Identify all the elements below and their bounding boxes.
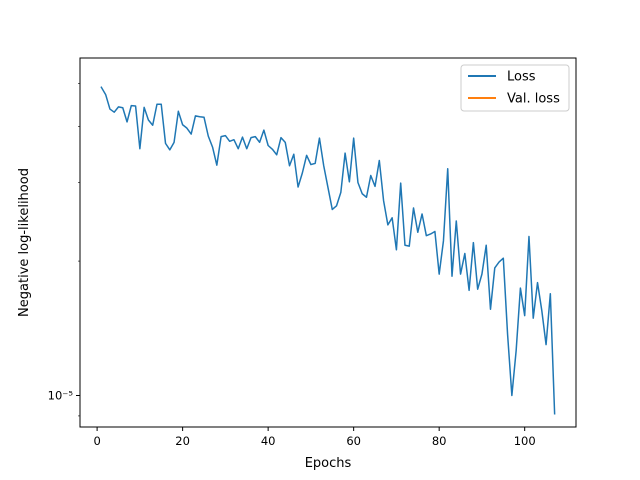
x-tick-label-80: 80 — [432, 434, 447, 448]
legend-label-loss: Loss — [507, 70, 536, 85]
series-layer — [100, 86, 556, 415]
x-tick-label-60: 60 — [346, 434, 361, 448]
legend-label-val-loss: Val. loss — [507, 92, 560, 107]
legend: Loss Val. loss — [460, 64, 570, 112]
series-line-loss — [100, 86, 556, 415]
y-axis-label: Negative log-likelihood — [17, 168, 32, 317]
x-tick-label-20: 20 — [175, 434, 190, 448]
x-tick-label-40: 40 — [261, 434, 276, 448]
x-tick-label-0: 0 — [93, 434, 100, 448]
x-tick-label-100: 100 — [514, 434, 536, 448]
y-tick-label-0: 10⁻⁵ — [48, 388, 74, 402]
tick-layer: 0 20 40 60 80 100 10⁻⁵ — [48, 83, 536, 448]
x-axis-label: Epochs — [305, 456, 352, 471]
